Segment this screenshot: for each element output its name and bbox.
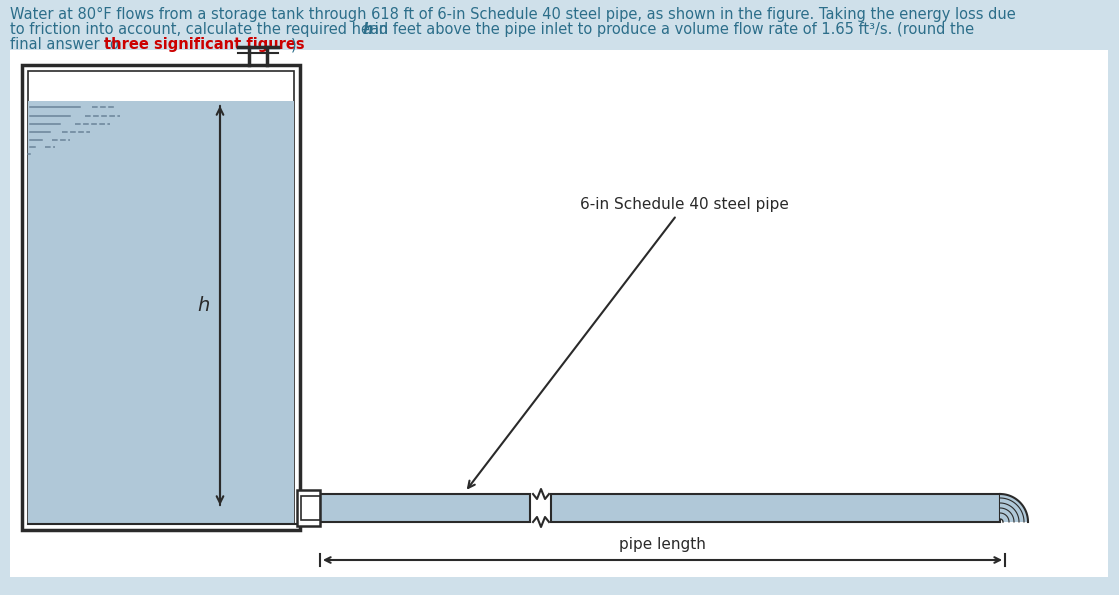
Polygon shape [1000,494,1028,522]
Bar [301,496,320,520]
Text: h: h [363,22,374,37]
Bar [297,490,320,526]
Text: three significant figures: three significant figures [104,37,304,52]
Bar [320,494,530,522]
Bar [28,71,294,524]
Text: ): ) [291,37,297,52]
Text: final answer to: final answer to [10,37,123,52]
Bar [22,65,300,530]
Text: Water at 80°F flows from a storage tank through 618 ft of 6-in Schedule 40 steel: Water at 80°F flows from a storage tank … [10,7,1016,22]
Text: in feet above the pipe inlet to produce a volume flow rate of 1.65 ft³/s. (round: in feet above the pipe inlet to produce … [370,22,975,37]
Text: to friction into account, calculate the required head: to friction into account, calculate the … [10,22,393,37]
Text: h: h [198,296,210,315]
Text: 6-in Schedule 40 steel pipe: 6-in Schedule 40 steel pipe [468,198,789,488]
Text: pipe length: pipe length [619,537,706,552]
Bar [10,50,1108,577]
Bar [28,101,294,524]
Bar [551,494,1000,522]
